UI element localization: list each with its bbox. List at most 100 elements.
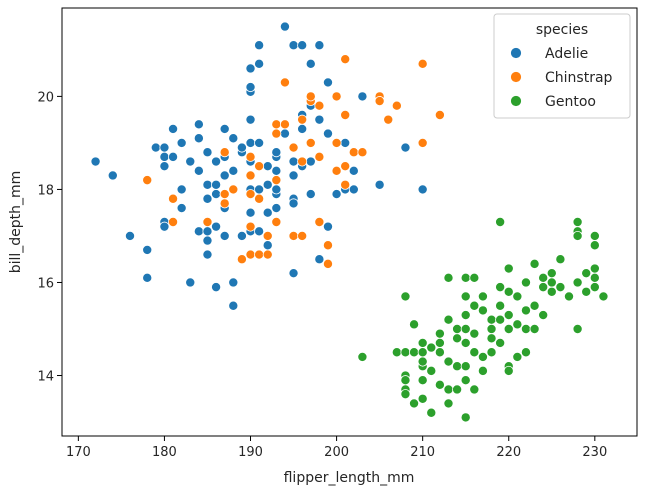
point-gentoo-35: [460, 291, 471, 302]
point-adelie-20: [193, 133, 204, 144]
point-gentoo-41: [469, 272, 480, 283]
point-adelie-83: [297, 123, 308, 134]
point-adelie-41: [228, 277, 239, 288]
point-adelie-89: [314, 114, 325, 125]
point-gentoo-71: [520, 347, 531, 358]
x-tick-label-190: 190: [238, 445, 263, 460]
point-gentoo-59: [503, 263, 514, 274]
point-chinstrap-13: [245, 221, 256, 232]
point-adelie-11: [168, 151, 179, 162]
point-gentoo-34: [460, 272, 471, 283]
point-adelie-27: [202, 249, 213, 260]
point-adelie-82: [297, 40, 308, 51]
point-adelie-88: [314, 40, 325, 51]
point-gentoo-26: [443, 356, 454, 367]
point-adelie-101: [400, 142, 411, 153]
point-chinstrap-5: [219, 189, 230, 200]
point-adelie-97: [348, 165, 359, 176]
y-tick-label-18: 18: [37, 183, 54, 198]
point-gentoo-36: [460, 310, 471, 321]
point-chinstrap-18: [262, 230, 273, 241]
point-chinstrap-19: [271, 216, 282, 227]
point-gentoo-58: [495, 337, 506, 348]
point-gentoo-93: [589, 263, 600, 274]
point-gentoo-3: [400, 291, 411, 302]
point-adelie-10: [159, 221, 170, 232]
point-adelie-22: [202, 147, 213, 158]
x-tick-label-220: 220: [496, 445, 521, 460]
point-gentoo-57: [495, 314, 506, 325]
point-adelie-35: [219, 230, 230, 241]
point-adelie-98: [348, 184, 359, 195]
point-chinstrap-24: [279, 77, 290, 88]
series-chinstrap: [142, 54, 445, 269]
point-chinstrap-32: [305, 137, 316, 148]
point-gentoo-49: [477, 291, 488, 302]
point-chinstrap-53: [434, 110, 445, 121]
point-adelie-7: [159, 151, 170, 162]
point-adelie-17: [185, 156, 196, 167]
point-chinstrap-37: [322, 240, 333, 251]
point-chinstrap-41: [340, 179, 351, 190]
point-chinstrap-26: [288, 230, 299, 241]
point-adelie-45: [236, 142, 247, 153]
point-gentoo-5: [400, 375, 411, 386]
point-gentoo-60: [503, 286, 514, 297]
x-tick-label-200: 200: [324, 445, 349, 460]
point-gentoo-89: [581, 268, 592, 279]
point-gentoo-19: [426, 365, 437, 376]
point-gentoo-95: [589, 282, 600, 293]
point-chinstrap-44: [340, 110, 351, 121]
y-axis-ticks: 14 16 18 20: [37, 90, 62, 385]
point-adelie-13: [176, 184, 187, 195]
point-gentoo-69: [520, 305, 531, 316]
point-adelie-77: [288, 170, 299, 181]
point-adelie-31: [211, 221, 222, 232]
point-chinstrap-46: [357, 147, 368, 158]
point-adelie-32: [211, 282, 222, 293]
point-adelie-94: [331, 189, 342, 200]
point-gentoo-50: [486, 314, 497, 325]
point-adelie-6: [159, 142, 170, 153]
point-adelie-12: [168, 123, 179, 134]
point-chinstrap-1: [168, 193, 179, 204]
point-gentoo-92: [589, 240, 600, 251]
point-gentoo-56: [495, 300, 506, 311]
point-chinstrap-7: [228, 184, 239, 195]
point-adelie-73: [279, 128, 290, 139]
point-chinstrap-25: [288, 142, 299, 153]
point-adelie-2: [125, 230, 136, 241]
y-tick-label-14: 14: [37, 370, 54, 385]
point-adelie-57: [254, 40, 265, 51]
point-gentoo-15: [417, 393, 428, 404]
point-gentoo-24: [443, 272, 454, 283]
point-gentoo-62: [503, 323, 514, 334]
point-gentoo-91: [589, 230, 600, 241]
point-adelie-79: [288, 268, 299, 279]
point-adelie-61: [262, 161, 273, 172]
point-adelie-66: [271, 165, 282, 176]
point-chinstrap-49: [383, 114, 394, 125]
point-gentoo-64: [503, 365, 514, 376]
point-gentoo-84: [572, 216, 583, 227]
point-adelie-63: [262, 240, 273, 251]
point-chinstrap-38: [331, 165, 342, 176]
point-chinstrap-4: [219, 147, 230, 158]
point-gentoo-21: [434, 328, 445, 339]
point-adelie-16: [185, 277, 196, 288]
point-gentoo-28: [443, 398, 454, 409]
point-adelie-8: [159, 161, 170, 172]
point-adelie-87: [305, 189, 316, 200]
point-adelie-74: [288, 156, 299, 167]
point-chinstrap-20: [271, 119, 282, 130]
points-layer: [90, 21, 609, 423]
point-gentoo-8: [409, 347, 420, 358]
point-chinstrap-35: [314, 216, 325, 227]
point-adelie-14: [176, 203, 187, 214]
point-gentoo-12: [417, 347, 428, 358]
point-chinstrap-28: [297, 114, 308, 125]
point-chinstrap-50: [391, 100, 402, 111]
point-chinstrap-9: [245, 249, 256, 260]
point-adelie-24: [202, 193, 213, 204]
